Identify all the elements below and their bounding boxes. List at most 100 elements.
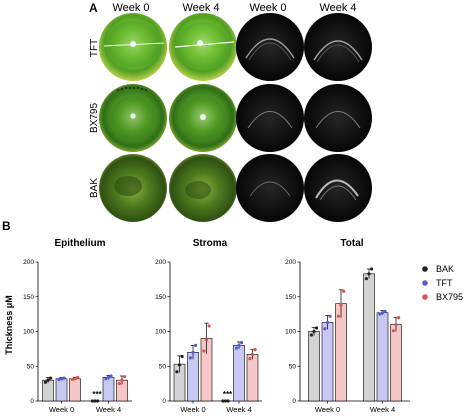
eye-image-bak-week0 xyxy=(99,154,167,222)
data-point-tft xyxy=(237,343,241,347)
legend: BAK TFT BX795 xyxy=(422,264,463,302)
oct-image-bak-week4 xyxy=(304,154,372,222)
y-tick-label: 0 xyxy=(162,398,166,405)
data-point-tft xyxy=(380,311,385,315)
data-point-bx795 xyxy=(397,316,401,320)
data-point-tft xyxy=(328,314,332,318)
data-point-bx795 xyxy=(207,324,211,328)
chart-title: Total xyxy=(340,238,363,249)
data-point-bx795 xyxy=(394,322,398,327)
y-tick-label: 200 xyxy=(285,259,296,266)
bar-tft-week-0 xyxy=(321,322,334,402)
data-point-bak xyxy=(93,399,97,403)
data-point-bx795 xyxy=(117,382,121,386)
oct-image-tft-week0 xyxy=(236,13,304,81)
eye-image-bx795-week4 xyxy=(169,84,237,152)
legend-marker-bx795 xyxy=(422,294,428,300)
bar-bak-week-0 xyxy=(308,331,320,402)
bar-bak-week-0 xyxy=(42,379,54,402)
x-category-label: Week 0 xyxy=(315,405,340,414)
bar-tft-week-0 xyxy=(55,378,68,402)
data-point-tft xyxy=(104,377,108,381)
data-point-tft xyxy=(240,341,244,345)
data-point-tft xyxy=(62,376,66,380)
y-tick-label: 0 xyxy=(292,398,296,405)
data-point-tft xyxy=(109,374,113,378)
y-tick-label: 200 xyxy=(23,259,34,266)
x-category-label: Week 4 xyxy=(96,405,121,414)
y-tick-label: 100 xyxy=(285,329,296,336)
significance-marker: *** xyxy=(92,390,102,399)
legend-marker-bak xyxy=(422,266,428,272)
bar-bx795-week-0 xyxy=(69,378,81,402)
legend-label-bx795: BX795 xyxy=(436,292,463,302)
data-point-bx795 xyxy=(339,303,343,307)
data-point-bak xyxy=(180,354,184,359)
data-point-bak xyxy=(43,380,48,384)
y-tick-label: 150 xyxy=(23,294,34,301)
column-label-week0-oct: Week 0 xyxy=(249,2,286,14)
oct-image-bx795-week4 xyxy=(304,84,372,152)
y-tick-label: 100 xyxy=(155,329,166,336)
bar-bx795-week-4 xyxy=(390,324,402,402)
data-point-bx795 xyxy=(120,378,124,382)
chart-stroma: Stroma 0 50 100 150 200 Week 0 Week 4 *** xyxy=(155,238,262,414)
data-point-bak xyxy=(221,399,225,403)
column-label-week0-fluor: Week 0 xyxy=(112,2,149,14)
data-point-bak xyxy=(46,378,50,382)
data-point-tft xyxy=(191,350,195,354)
data-point-bak xyxy=(49,376,53,380)
eye-image-bak-week4 xyxy=(169,154,237,222)
x-category-label: Week 0 xyxy=(180,405,205,414)
row-label-bx795: BX795 xyxy=(89,103,100,133)
oct-image-bx795-week0 xyxy=(236,84,304,152)
data-point-bak xyxy=(226,399,230,403)
y-tick-label: 100 xyxy=(23,329,34,336)
data-point-bak xyxy=(175,370,179,374)
row-label-tft: TFT xyxy=(89,39,100,57)
bar-tft-week-4 xyxy=(233,345,245,402)
data-point-tft xyxy=(378,312,382,316)
chart-title: Epithelium xyxy=(54,238,105,249)
y-tick-label: 150 xyxy=(155,294,166,301)
data-point-bak xyxy=(312,329,316,334)
legend-label-tft: TFT xyxy=(436,278,453,288)
bar-bak-week-4 xyxy=(363,273,375,402)
significance-marker: *** xyxy=(223,390,233,399)
data-point-bak xyxy=(367,272,371,276)
eye-image-tft-week4 xyxy=(169,13,237,81)
data-point-bx795 xyxy=(336,314,340,318)
chart-total: Total 0 50 100 150 200 Week 0 Week 4 xyxy=(285,238,410,414)
data-point-bak xyxy=(370,267,374,271)
data-point-tft xyxy=(325,320,330,325)
data-point-bx795 xyxy=(342,289,346,293)
data-point-tft xyxy=(57,377,61,382)
data-point-tft xyxy=(188,356,192,360)
data-point-bx795 xyxy=(250,352,255,357)
bar-tft-week-0 xyxy=(187,352,199,402)
y-tick-label: 200 xyxy=(155,259,166,266)
oct-image-tft-week4 xyxy=(304,13,372,81)
data-point-bx795 xyxy=(73,377,77,381)
x-category-label: Week 4 xyxy=(226,405,251,414)
data-point-bak xyxy=(223,399,228,403)
chart-title: Stroma xyxy=(193,238,228,249)
panel-b-letter: B xyxy=(2,219,11,233)
row-label-bak: BAK xyxy=(89,178,100,198)
data-point-bx795 xyxy=(248,357,252,361)
data-point-bak xyxy=(90,399,94,403)
data-point-bx795 xyxy=(70,377,74,382)
legend-marker-tft xyxy=(422,280,428,286)
data-point-bak xyxy=(364,277,368,281)
data-point-bx795 xyxy=(253,347,257,352)
x-category-label: Week 4 xyxy=(370,405,395,414)
data-point-bak xyxy=(96,399,100,403)
data-point-bx795 xyxy=(204,338,209,342)
data-point-bak xyxy=(309,333,313,337)
y-tick-label: 150 xyxy=(285,294,296,301)
data-point-bx795 xyxy=(123,375,127,379)
y-tick-label: 0 xyxy=(30,398,34,405)
column-label-week4-fluor: Week 4 xyxy=(182,2,219,14)
